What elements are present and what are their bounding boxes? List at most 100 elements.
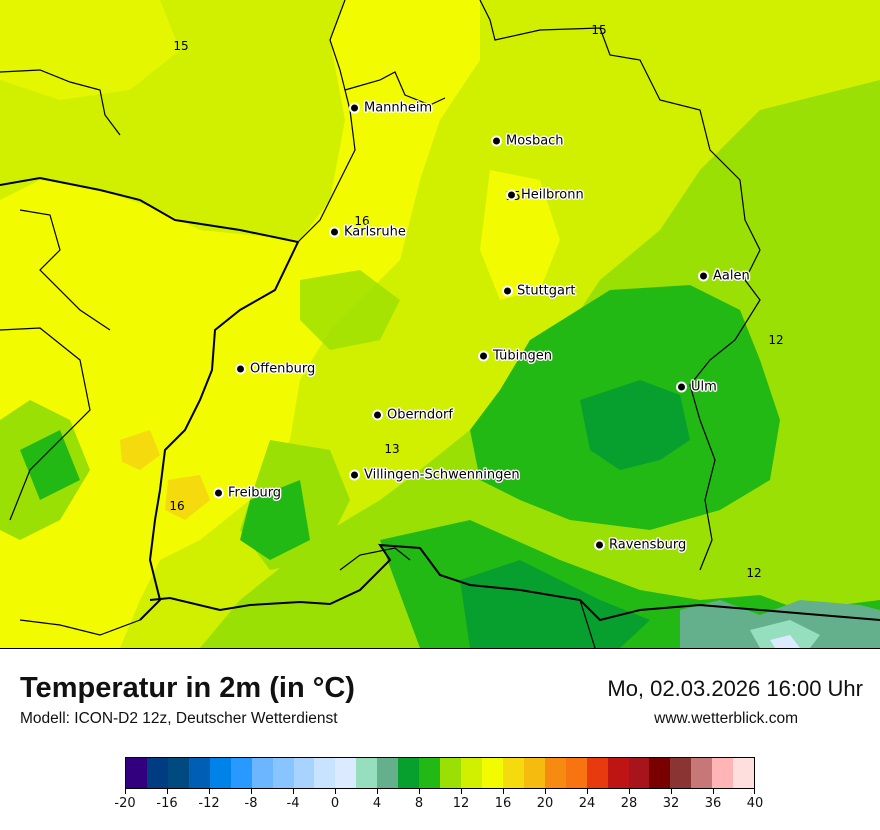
colorbar-tick-label: 20: [536, 796, 554, 811]
city-karlsruhe: Karlsruhe: [331, 225, 406, 240]
city-dot-icon: [351, 104, 358, 112]
city-stuttgart: Stuttgart: [504, 284, 575, 299]
colorbar-segment: [712, 758, 734, 788]
colorbar-segment: [419, 758, 441, 788]
city-dot-icon: [596, 541, 603, 549]
temperature-colorbar: [125, 757, 755, 789]
colorbar-segment: [523, 758, 545, 788]
contour-label: 16: [169, 499, 185, 513]
colorbar-segment: [691, 758, 713, 788]
colorbar-tick-label: -8: [244, 796, 258, 811]
city-dot-icon: [374, 411, 381, 419]
colorbar-tick: [629, 789, 630, 794]
website-link[interactable]: www.wetterblick.com: [654, 710, 798, 727]
city-label: Oberndorf: [387, 407, 453, 423]
city-label: Aalen: [713, 268, 750, 284]
contour-label: 15: [591, 23, 607, 37]
temperature-field: [0, 0, 880, 648]
city-dot-icon: [237, 365, 244, 373]
colorbar-segment: [733, 758, 755, 788]
city-tuebingen: Tübingen: [480, 349, 552, 364]
colorbar-ticks: -20 -16 -12 -8 -4 0 4 8 12 16 20 24 28 32 36 40: [114, 789, 763, 819]
contour-label: 13: [384, 442, 400, 456]
colorbar-tick: [377, 789, 378, 794]
city-mannheim: Mannheim: [351, 101, 432, 116]
temperature-map: 15 15 16 15 12 13 16 12 Mannheim Mosbach…: [0, 0, 880, 649]
colorbar-tick: [335, 789, 336, 794]
colorbar-segment: [502, 758, 524, 788]
city-dot-icon: [215, 489, 222, 497]
city-label: Heilbronn: [521, 187, 584, 203]
colorbar-tick-label: -4: [286, 796, 300, 811]
colorbar-segment: [126, 758, 147, 788]
city-label: Villingen-Schwenningen: [364, 467, 520, 483]
colorbar-segment: [356, 758, 378, 788]
city-oberndorf: Oberndorf: [374, 408, 453, 423]
contour-label: 15: [173, 39, 189, 53]
city-dot-icon: [504, 287, 511, 295]
colorbar-segment: [293, 758, 315, 788]
city-label: Offenburg: [250, 361, 316, 377]
colorbar-tick: [125, 789, 126, 794]
colorbar-segment: [628, 758, 650, 788]
model-subtitle: Modell: ICON-D2 12z, Deutscher Wetterdie…: [20, 710, 338, 727]
city-dot-icon: [331, 228, 338, 236]
colorbar-segment: [670, 758, 692, 788]
city-ulm: Ulm: [678, 380, 717, 395]
city-heilbronn: Heilbronn: [508, 188, 584, 203]
city-label: Tübingen: [493, 348, 552, 364]
city-dot-icon: [700, 272, 707, 280]
city-villingen-schwenningen: Villingen-Schwenningen: [351, 468, 520, 483]
colorbar-tick-label: 40: [746, 796, 764, 811]
city-mosbach: Mosbach: [493, 134, 564, 149]
colorbar-tick-label: 36: [704, 796, 722, 811]
colorbar-segment: [481, 758, 503, 788]
forecast-datetime: Mo, 02.03.2026 16:00 Uhr: [607, 676, 863, 701]
colorbar-segment: [607, 758, 629, 788]
colorbar-segment: [188, 758, 210, 788]
city-freiburg: Freiburg: [215, 486, 281, 501]
colorbar-segment: [440, 758, 461, 788]
colorbar-tick-label: 8: [414, 796, 424, 811]
city-ravensburg: Ravensburg: [596, 538, 686, 553]
contour-label: 12: [746, 566, 762, 580]
colorbar-segment: [586, 758, 608, 788]
city-dot-icon: [678, 383, 685, 391]
colorbar-tick-label: -16: [156, 796, 178, 811]
colorbar-segment: [167, 758, 189, 788]
colorbar-tick-label: 16: [494, 796, 512, 811]
colorbar-segment: [209, 758, 231, 788]
colorbar-tick: [671, 789, 672, 794]
city-label: Stuttgart: [517, 283, 576, 299]
colorbar-segment: [314, 758, 336, 788]
colorbar-tick-label: 28: [620, 796, 638, 811]
colorbar-segment: [272, 758, 294, 788]
city-label: Ravensburg: [609, 537, 687, 553]
city-offenburg: Offenburg: [237, 362, 315, 377]
colorbar-tick: [587, 789, 588, 794]
colorbar-tick-label: 24: [578, 796, 596, 811]
colorbar-tick-label: -20: [114, 796, 136, 811]
city-label: Ulm: [691, 379, 717, 395]
city-label: Freiburg: [228, 485, 282, 501]
colorbar-tick: [293, 789, 294, 794]
colorbar-segment: [565, 758, 587, 788]
colorbar-segment: [251, 758, 273, 788]
city-label: Karlsruhe: [344, 224, 406, 240]
colorbar-segment: [461, 758, 482, 788]
colorbar-tick: [209, 789, 210, 794]
contour-label: 12: [768, 333, 784, 347]
colorbar-tick: [503, 789, 504, 794]
city-dot-icon: [480, 352, 487, 360]
colorbar-segment: [377, 758, 399, 788]
city-label: Mannheim: [364, 100, 433, 116]
colorbar-tick: [251, 789, 252, 794]
colorbar-tick: [713, 789, 714, 794]
colorbar-tick: [754, 789, 755, 794]
colorbar-segment: [398, 758, 420, 788]
colorbar-tick-label: -12: [198, 796, 220, 811]
colorbar-tick: [167, 789, 168, 794]
map-title: Temperatur in 2m (in °C): [20, 672, 355, 704]
colorbar-segment: [335, 758, 357, 788]
colorbar-tick: [545, 789, 546, 794]
